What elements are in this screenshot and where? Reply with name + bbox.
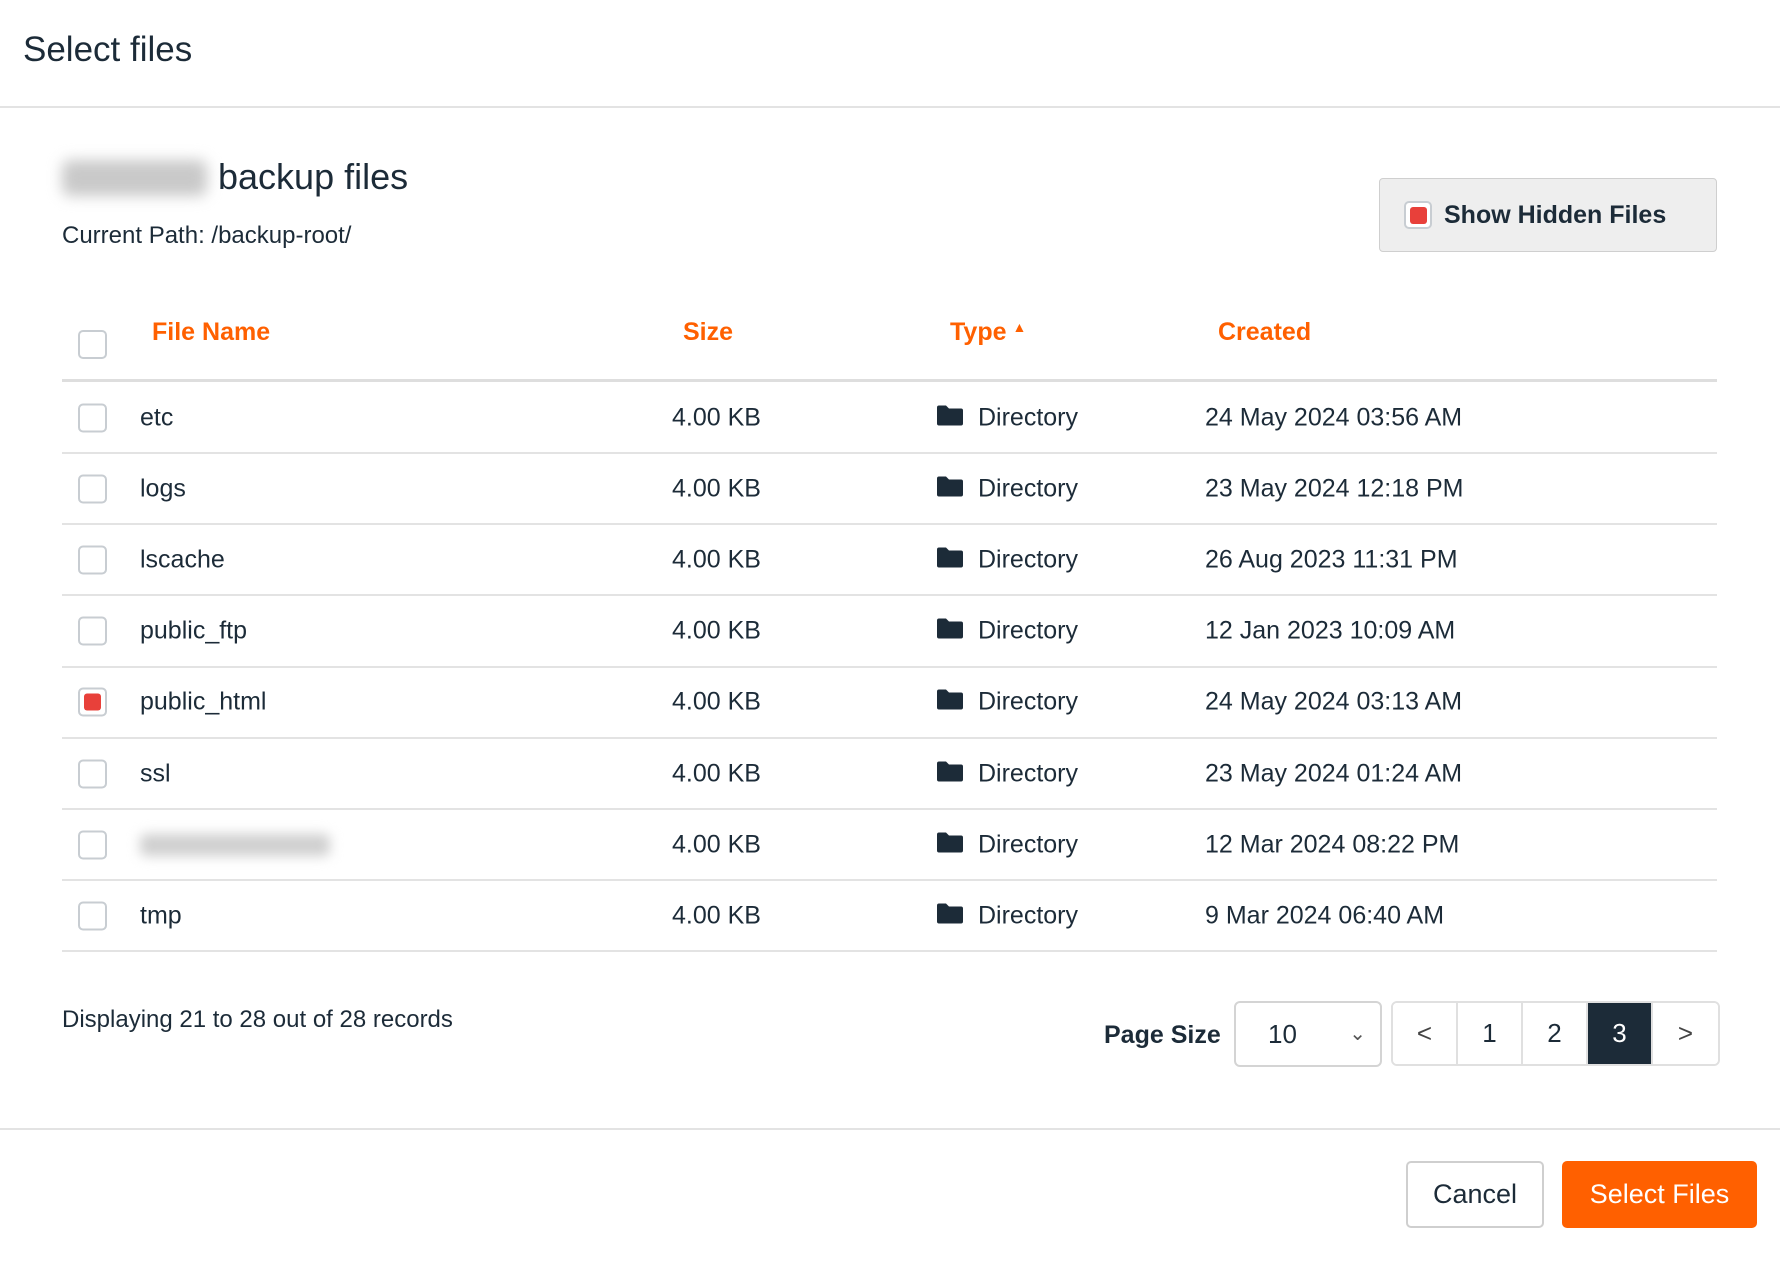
file-type: Directory <box>978 545 1079 574</box>
show-hidden-label: Show Hidden Files <box>1444 200 1667 229</box>
table-row[interactable]: lscache 4.00 KB Directory 26 Aug 2023 11… <box>62 525 1717 597</box>
file-name[interactable]: logs <box>140 474 186 503</box>
redacted-file-name <box>140 833 330 856</box>
row-checkbox[interactable] <box>78 901 107 931</box>
row-checkbox[interactable] <box>78 474 107 504</box>
sort-ascending-icon: ▲ <box>1012 319 1027 335</box>
file-name[interactable]: tmp <box>140 901 182 930</box>
page-1-button[interactable]: 1 <box>1458 1003 1523 1064</box>
file-name[interactable]: ssl <box>140 759 171 787</box>
folder-icon <box>937 617 963 646</box>
page-size-label: Page Size <box>1104 1021 1221 1049</box>
folder-icon <box>937 688 963 717</box>
show-hidden-files-toggle[interactable]: Show Hidden Files <box>1379 178 1717 252</box>
table-row[interactable]: etc 4.00 KB Directory 24 May 2024 03:56 … <box>62 383 1717 454</box>
file-name[interactable]: public_ftp <box>140 616 248 645</box>
records-info: Displaying 21 to 28 out of 28 records <box>62 1006 453 1033</box>
header-divider <box>0 106 1780 108</box>
created-date: 12 Jan 2023 10:09 AM <box>1205 616 1456 645</box>
folder-icon <box>937 545 963 574</box>
row-checkbox[interactable] <box>78 830 107 860</box>
created-date: 23 May 2024 12:18 PM <box>1205 474 1464 503</box>
file-type: Directory <box>978 403 1079 431</box>
select-files-button[interactable]: Select Files <box>1562 1161 1757 1228</box>
page-size-select[interactable]: 10 ⌄ <box>1234 1001 1382 1067</box>
type-header-label: Type <box>950 318 1007 346</box>
folder-icon <box>937 474 963 503</box>
file-type: Directory <box>978 830 1079 859</box>
column-header-file-name[interactable]: File Name <box>152 318 271 346</box>
table-row[interactable]: public_html 4.00 KB Directory 24 May 202… <box>62 668 1717 739</box>
created-date: 12 Mar 2024 08:22 PM <box>1205 830 1460 859</box>
pagination: < 1 2 3 > <box>1391 1001 1720 1066</box>
file-size: 4.00 KB <box>672 616 761 645</box>
chevron-down-icon: ⌄ <box>1349 1023 1366 1045</box>
file-size: 4.00 KB <box>672 474 761 503</box>
file-type: Directory <box>978 616 1079 645</box>
dialog-title: Select files <box>23 30 193 69</box>
cancel-button[interactable]: Cancel <box>1406 1161 1544 1228</box>
page-3-button[interactable]: 3 <box>1588 1003 1653 1064</box>
row-checkbox[interactable] <box>78 403 107 432</box>
row-checkbox[interactable] <box>78 687 107 717</box>
created-date: 24 May 2024 03:13 AM <box>1205 687 1463 716</box>
footer-divider <box>0 1128 1780 1130</box>
created-date: 23 May 2024 01:24 AM <box>1205 759 1463 787</box>
table-row[interactable]: logs 4.00 KB Directory 23 May 2024 12:18… <box>62 454 1717 526</box>
redacted-account-name <box>62 160 207 196</box>
file-type: Directory <box>978 901 1079 930</box>
table-row[interactable]: 4.00 KB Directory 12 Mar 2024 08:22 PM <box>62 810 1717 882</box>
folder-icon <box>937 901 963 930</box>
column-header-type[interactable]: Type ▲ <box>950 318 1026 347</box>
column-header-created[interactable]: Created <box>1218 318 1312 346</box>
table-row[interactable]: tmp 4.00 KB Directory 9 Mar 2024 06:40 A… <box>62 881 1717 953</box>
created-date: 26 Aug 2023 11:31 PM <box>1205 545 1458 574</box>
file-size: 4.00 KB <box>672 759 761 787</box>
file-size: 4.00 KB <box>672 403 761 431</box>
file-size: 4.00 KB <box>672 687 761 716</box>
file-name[interactable]: etc <box>140 403 174 431</box>
row-checkbox[interactable] <box>78 545 107 575</box>
row-checkbox[interactable] <box>78 616 107 646</box>
section-title: backup files <box>218 156 409 197</box>
table-row[interactable]: ssl 4.00 KB Directory 23 May 2024 01:24 … <box>62 739 1717 810</box>
page-2-button[interactable]: 2 <box>1523 1003 1588 1064</box>
table-row[interactable]: public_ftp 4.00 KB Directory 12 Jan 2023… <box>62 597 1717 668</box>
file-size: 4.00 KB <box>672 901 761 930</box>
file-size: 4.00 KB <box>672 545 761 574</box>
row-checkbox[interactable] <box>78 759 107 788</box>
current-path: Current Path: /backup-root/ <box>62 222 352 249</box>
file-type: Directory <box>978 759 1079 787</box>
folder-icon <box>937 759 963 788</box>
header-divider-line <box>62 379 1717 382</box>
created-date: 9 Mar 2024 06:40 AM <box>1205 901 1445 930</box>
folder-icon <box>937 830 963 859</box>
file-type: Directory <box>978 474 1079 503</box>
select-all-checkbox[interactable] <box>78 330 107 359</box>
column-header-size[interactable]: Size <box>683 318 734 346</box>
next-page-button[interactable]: > <box>1653 1003 1718 1064</box>
prev-page-button[interactable]: < <box>1393 1003 1458 1064</box>
file-size: 4.00 KB <box>672 830 761 859</box>
created-date: 24 May 2024 03:56 AM <box>1205 403 1463 431</box>
file-name[interactable]: public_html <box>140 687 267 716</box>
file-type: Directory <box>978 687 1079 716</box>
file-name[interactable]: lscache <box>140 545 225 574</box>
show-hidden-checkbox[interactable] <box>1404 201 1432 229</box>
folder-icon <box>937 403 963 432</box>
page-size-value: 10 <box>1268 1018 1297 1049</box>
